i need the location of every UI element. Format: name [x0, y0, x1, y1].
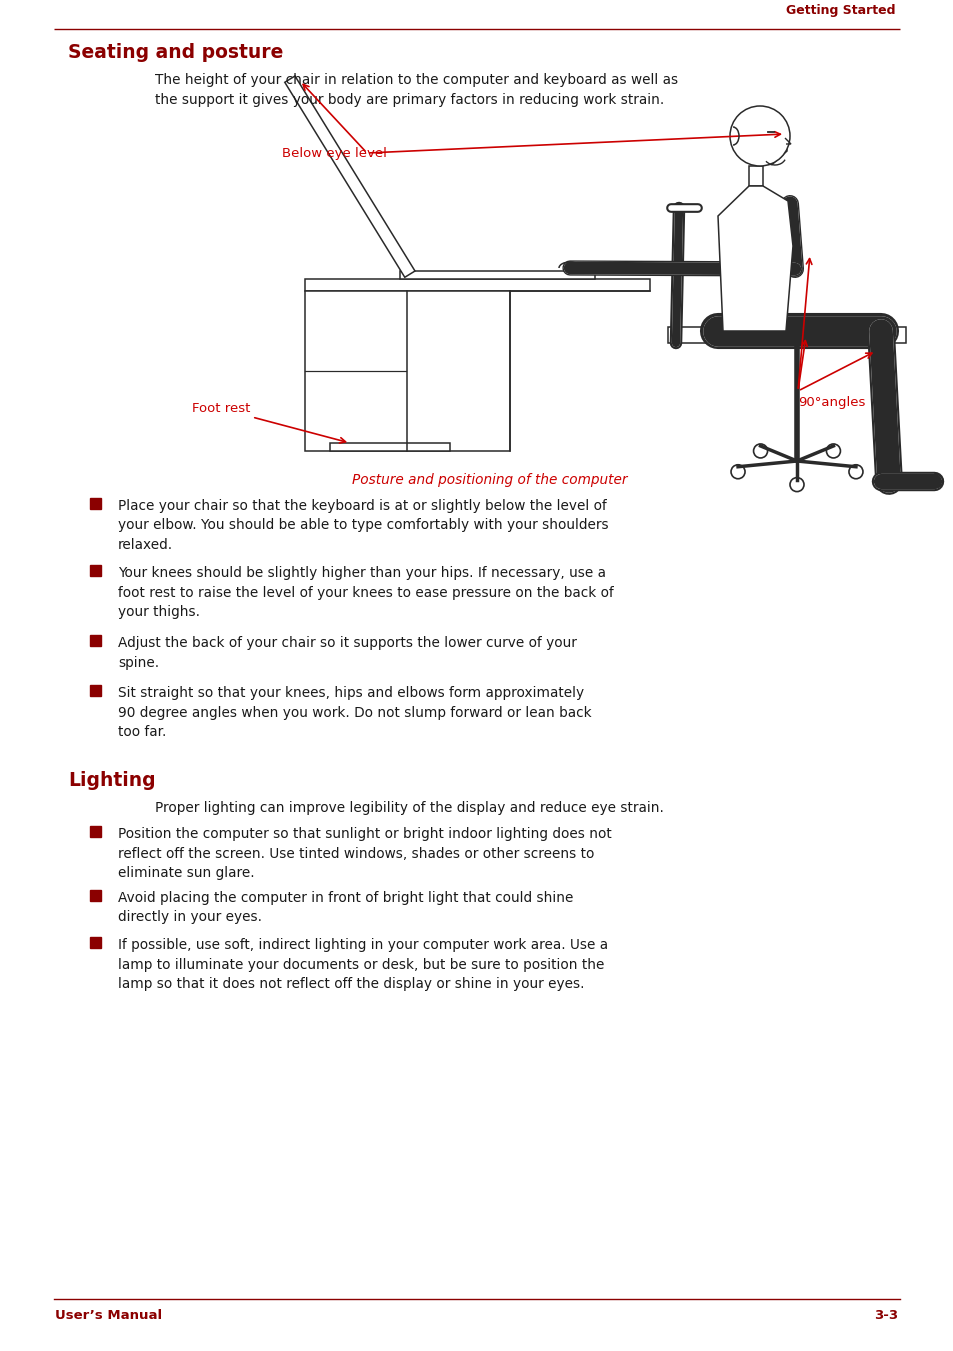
Text: Avoid placing the computer in front of bright light that could shine
directly in: Avoid placing the computer in front of b…	[118, 892, 573, 924]
Text: Getting Started: Getting Started	[785, 4, 895, 18]
Text: Posture and positioning of the computer: Posture and positioning of the computer	[352, 473, 627, 486]
Text: User’s Manual: User’s Manual	[55, 1309, 162, 1323]
Polygon shape	[285, 76, 415, 277]
Bar	[748, 166, 762, 186]
Text: 90°angles: 90°angles	[797, 396, 864, 409]
Text: Your knees should be slightly higher than your hips. If necessary, use a
foot re: Your knees should be slightly higher tha…	[118, 566, 613, 619]
Bar	[90, 499, 101, 509]
Bar	[667, 327, 905, 343]
Text: 3-3: 3-3	[873, 1309, 897, 1323]
Bar	[90, 565, 101, 576]
Bar	[90, 825, 101, 838]
Text: Proper lighting can improve legibility of the display and reduce eye strain.: Proper lighting can improve legibility o…	[154, 801, 663, 815]
Text: Below eye level: Below eye level	[282, 146, 387, 159]
Text: If possible, use soft, indirect lighting in your computer work area. Use a
lamp : If possible, use soft, indirect lighting…	[118, 938, 607, 992]
Text: The height of your chair in relation to the computer and keyboard as well as
the: The height of your chair in relation to …	[154, 73, 678, 107]
Bar	[90, 685, 101, 696]
Text: Lighting: Lighting	[68, 771, 155, 790]
Polygon shape	[735, 115, 786, 165]
FancyBboxPatch shape	[305, 280, 649, 290]
Text: Place your chair so that the keyboard is at or slightly below the level of
your : Place your chair so that the keyboard is…	[118, 499, 608, 553]
Circle shape	[729, 105, 789, 166]
Bar	[305, 290, 510, 451]
Text: Seating and posture: Seating and posture	[68, 43, 283, 62]
Bar	[399, 272, 595, 280]
Circle shape	[789, 478, 803, 492]
Circle shape	[730, 465, 744, 478]
Circle shape	[825, 444, 840, 458]
Text: Foot rest: Foot rest	[192, 403, 250, 416]
Bar	[330, 443, 450, 451]
Circle shape	[848, 465, 862, 478]
Bar	[90, 635, 101, 646]
Polygon shape	[718, 186, 792, 331]
Bar	[90, 890, 101, 901]
Text: Sit straight so that your knees, hips and elbows form approximately
90 degree an: Sit straight so that your knees, hips an…	[118, 686, 591, 739]
Text: Adjust the back of your chair so it supports the lower curve of your
spine.: Adjust the back of your chair so it supp…	[118, 636, 577, 670]
Circle shape	[753, 444, 767, 458]
Bar	[90, 938, 101, 948]
Text: Position the computer so that sunlight or bright indoor lighting does not
reflec: Position the computer so that sunlight o…	[118, 827, 611, 880]
